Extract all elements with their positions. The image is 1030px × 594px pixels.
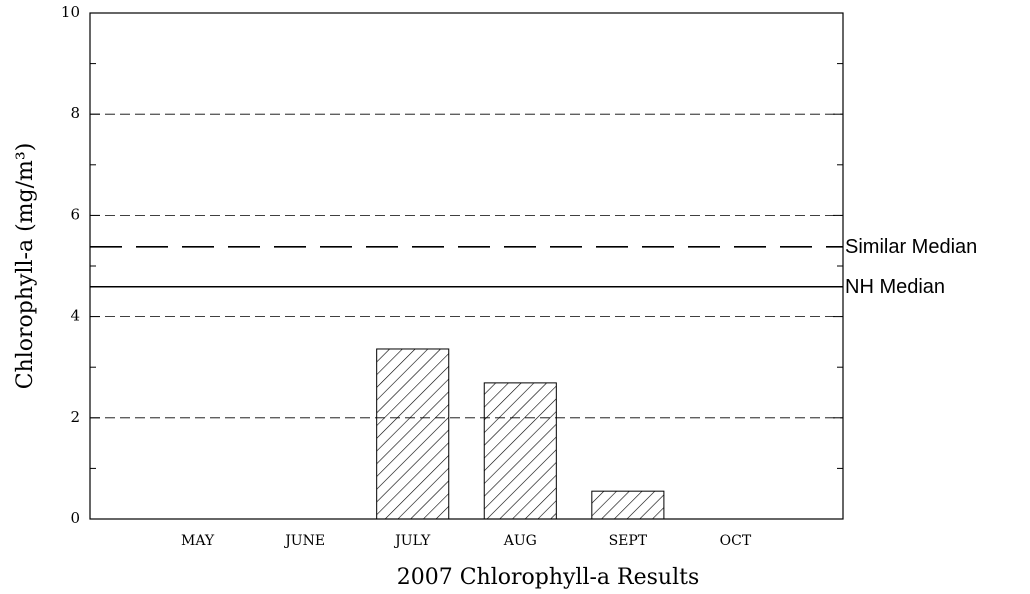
y-tick-label: 8 xyxy=(70,104,80,122)
reference-label: NH Median xyxy=(845,276,945,298)
y-tick-label: 10 xyxy=(61,3,80,21)
bar xyxy=(591,490,665,520)
x-tick-label: MAY xyxy=(181,533,215,549)
y-tick-label: 2 xyxy=(70,408,80,426)
y-tick-label: 6 xyxy=(70,205,80,223)
reference-label: Similar Median xyxy=(845,236,977,258)
bar xyxy=(483,382,557,520)
x-axis-label: 2007 Chlorophyll-a Results xyxy=(397,565,700,590)
x-tick-label: JULY xyxy=(393,533,431,549)
y-tick-label: 4 xyxy=(70,307,80,325)
bar xyxy=(376,348,450,520)
y-axis-label: Chlorophyll-a (mg/m³) xyxy=(13,143,38,390)
plot-frame xyxy=(89,12,844,520)
x-tick-label: OCT xyxy=(720,533,752,549)
x-tick-label: SEPT xyxy=(609,533,648,549)
x-tick-label: JUNE xyxy=(283,533,325,549)
x-tick-label: AUG xyxy=(503,533,537,549)
y-tick-label: 0 xyxy=(70,509,80,527)
